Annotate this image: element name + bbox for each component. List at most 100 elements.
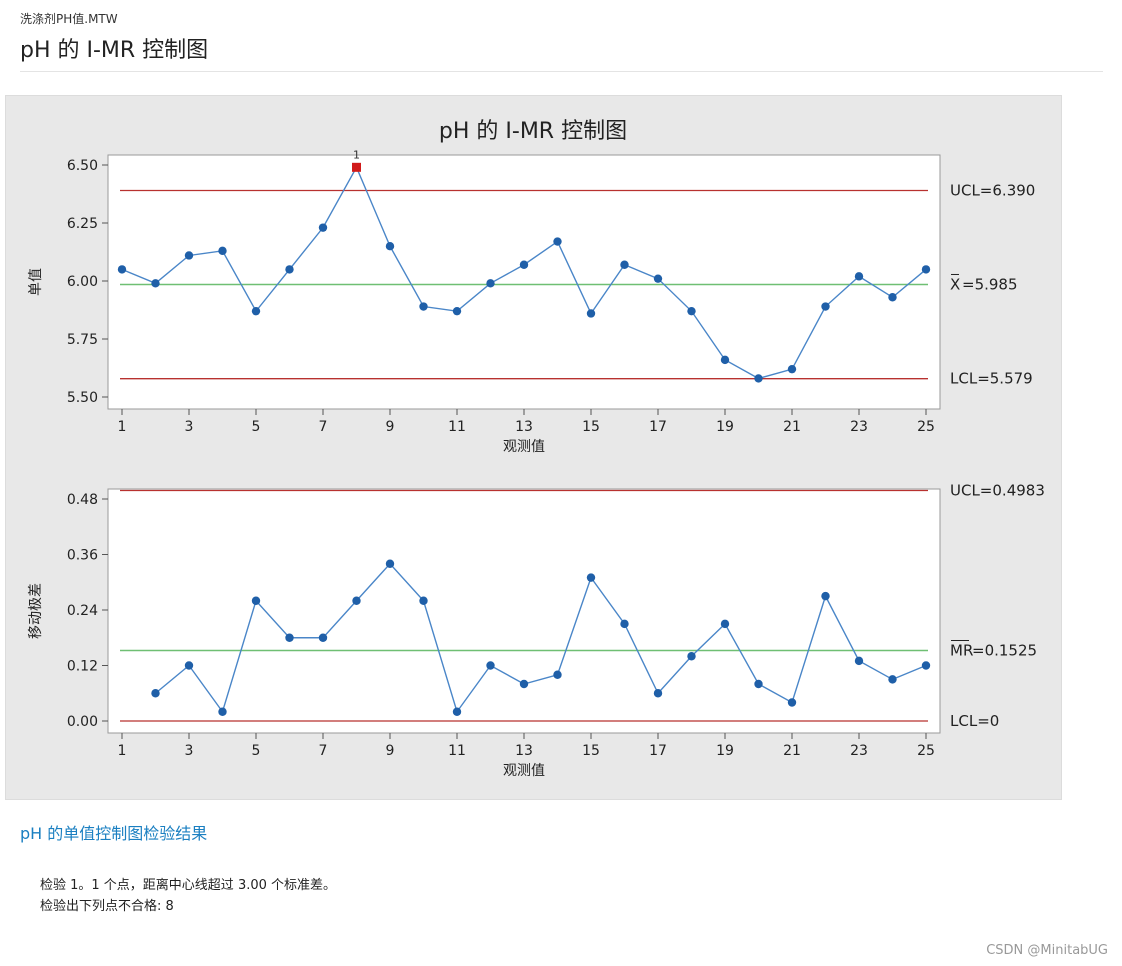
i-chart-xtick-label: 5 xyxy=(252,419,261,435)
i-chart-xtick-label: 3 xyxy=(185,419,194,435)
mr-chart-data-point xyxy=(553,670,562,679)
i-chart-data-point xyxy=(285,265,294,274)
mr-chart-data-point xyxy=(787,698,797,707)
mr-chart-xtick-label: 25 xyxy=(917,743,935,759)
i-chart-data-point xyxy=(486,279,495,288)
mr-chart-xlabel: 观测值 xyxy=(503,763,545,779)
i-chart-xtick-label: 15 xyxy=(582,419,600,435)
i-chart-lcl-label: LCL=5.579 xyxy=(950,370,1033,388)
mr-chart-xtick-label: 23 xyxy=(850,743,868,759)
mr-chart-xtick-label: 9 xyxy=(386,743,395,759)
mr-chart-plot-area xyxy=(107,488,941,734)
i-chart-data-point xyxy=(419,302,428,311)
mr-chart-data-point xyxy=(888,675,897,684)
mr-chart-data-point xyxy=(821,591,830,601)
i-chart-xtick-label: 7 xyxy=(319,419,328,435)
i-chart-center-symbol: X xyxy=(950,275,960,293)
chart-panel: pH 的 I-MR 控制图 5.50 5.75 6.00 6.25 6.50 1 3 5 7 9 11… xyxy=(5,95,1062,800)
i-chart-data-point xyxy=(653,274,663,283)
mr-chart-ytick-label: 0.24 xyxy=(67,603,98,619)
mr-chart-xtick-label: 11 xyxy=(448,743,466,759)
i-chart-data-point xyxy=(821,302,830,311)
mr-chart-xtick-label: 21 xyxy=(783,743,801,759)
i-chart-data-point xyxy=(553,237,562,246)
i-chart-data-point xyxy=(687,306,696,316)
mr-chart-data-point xyxy=(921,661,931,670)
i-chart-flagged-point xyxy=(352,162,361,172)
i-chart-ytick-label: 6.25 xyxy=(67,216,98,232)
mr-chart-ytick-label: 0.36 xyxy=(67,548,98,564)
mr-chart-data-point xyxy=(720,619,730,629)
watermark: CSDN @MinitabUG xyxy=(986,943,1108,958)
i-chart-data-point xyxy=(620,260,629,269)
i-chart-flag-label: 1 xyxy=(353,148,360,161)
i-chart-data-point xyxy=(586,309,596,318)
mr-chart-ytick-label: 0.12 xyxy=(67,659,98,675)
mr-chart-xtick-label: 5 xyxy=(252,743,261,759)
mr-chart-data-point xyxy=(184,661,194,670)
page-title: pH 的 I-MR 控制图 xyxy=(20,38,209,63)
i-chart-xtick-label: 19 xyxy=(716,419,734,435)
mr-chart-xtick-label: 3 xyxy=(185,743,194,759)
i-chart-xtick-label: 17 xyxy=(649,419,667,435)
mr-chart-data-point xyxy=(620,619,629,629)
i-chart-data-point xyxy=(117,265,127,274)
i-chart-ylabel: 单值 xyxy=(28,268,44,296)
i-chart-ytick-label: 5.50 xyxy=(67,390,98,406)
mr-chart-xtick-label: 13 xyxy=(515,743,533,759)
i-chart-ytick-label: 6.50 xyxy=(67,158,98,174)
mr-chart-xtick-label: 7 xyxy=(319,743,328,759)
mr-chart-data-point xyxy=(653,689,663,698)
i-chart-data-point xyxy=(385,242,395,251)
mr-chart-series-line xyxy=(155,562,927,714)
mr-chart-data-point xyxy=(486,661,495,670)
i-chart-ucl-label: UCL=6.390 xyxy=(950,182,1035,200)
results-line-1: 检验 1。1 个点，距离中心线超过 3.00 个标准差。 xyxy=(40,878,337,893)
mr-chart-data-point xyxy=(687,652,696,661)
mr-chart-ucl-label: UCL=0.4983 xyxy=(950,482,1045,500)
i-chart-data-point xyxy=(888,293,897,302)
mr-chart-xtick-label: 1 xyxy=(118,743,127,759)
mr-chart-data-point xyxy=(754,679,763,689)
i-chart-data-point xyxy=(184,251,194,260)
i-chart-xtick-label: 21 xyxy=(783,419,801,435)
i-chart-ytick-label: 6.00 xyxy=(67,274,98,290)
i-chart-data-point xyxy=(787,364,797,374)
results-line-2: 检验出下列点不合格: 8 xyxy=(40,899,174,914)
mr-chart-center-value: =0.1525 xyxy=(972,641,1037,659)
i-chart-data-point xyxy=(318,223,328,232)
mr-chart-data-point xyxy=(385,559,395,568)
i-chart-data-point xyxy=(151,279,160,288)
i-chart-xtick-label: 13 xyxy=(515,419,533,435)
mr-chart-data-point xyxy=(285,633,294,642)
file-name: 洗涤剂PH值.MTW xyxy=(20,12,118,26)
mr-chart-data-point xyxy=(318,633,328,642)
mr-chart-data-point xyxy=(419,596,428,605)
mr-chart-data-point xyxy=(854,656,864,666)
i-chart-center-value: =5.985 xyxy=(962,275,1018,293)
mr-chart-data-point xyxy=(251,596,261,605)
i-chart-xtick-label: 25 xyxy=(917,419,935,435)
mr-chart-lcl-label: LCL=0 xyxy=(950,712,999,730)
mr-chart-data-point xyxy=(452,707,462,716)
mr-chart-data-point xyxy=(352,596,361,605)
i-chart-xlabel: 观测值 xyxy=(503,439,545,455)
mr-chart-data-point xyxy=(151,689,160,698)
i-chart-data-point xyxy=(754,374,763,383)
header-divider xyxy=(20,71,1103,72)
mr-chart-ytick-label: 0.00 xyxy=(67,714,98,730)
i-chart-data-point xyxy=(854,272,864,281)
i-chart-plot-area xyxy=(107,154,941,410)
results-title: pH 的单值控制图检验结果 xyxy=(20,824,208,843)
mr-chart-data-point xyxy=(218,707,227,716)
mr-chart-xtick-label: 15 xyxy=(582,743,600,759)
i-chart-xtick-label: 9 xyxy=(386,419,395,435)
mr-chart-ytick-label: 0.48 xyxy=(67,492,98,508)
mr-chart-data-point xyxy=(586,573,596,582)
i-chart-xtick-label: 23 xyxy=(850,419,868,435)
i-chart-xtick-label: 11 xyxy=(448,419,466,435)
mr-chart-xtick-label: 19 xyxy=(716,743,734,759)
i-chart-data-point xyxy=(218,246,227,256)
i-chart-xtick-label: 1 xyxy=(118,419,127,435)
